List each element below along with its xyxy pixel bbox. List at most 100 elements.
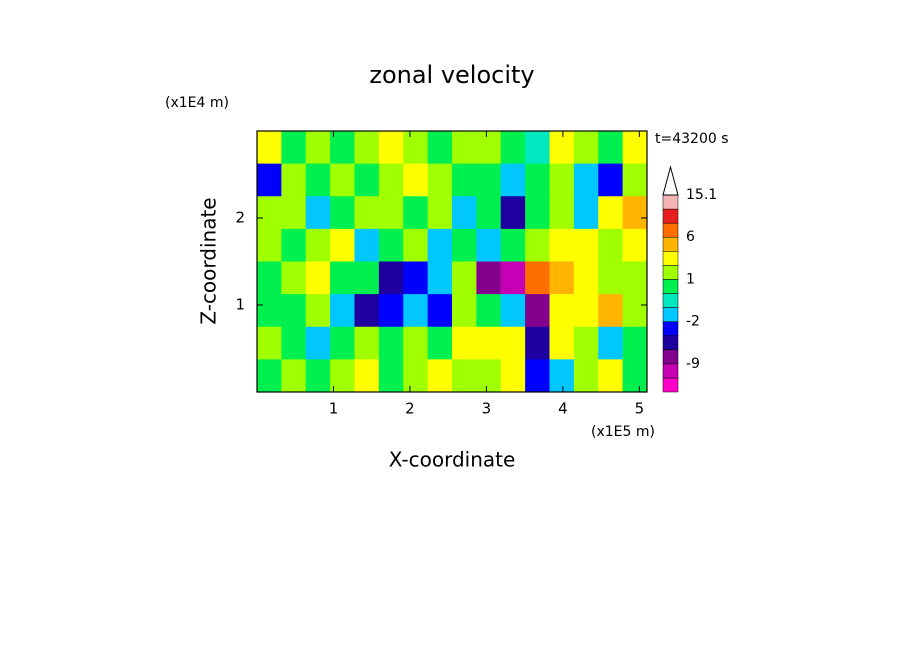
contour-cell bbox=[549, 131, 575, 165]
chart-title: zonal velocity bbox=[369, 61, 534, 89]
colorbar-band bbox=[662, 236, 679, 252]
contour-cell bbox=[476, 326, 502, 360]
contour-cell bbox=[525, 228, 550, 262]
colorbar-tick-label: -2 bbox=[686, 314, 700, 330]
contour-cell bbox=[598, 294, 624, 328]
contour-cell bbox=[330, 228, 355, 262]
contour-cell bbox=[525, 294, 550, 328]
contour-cell bbox=[452, 163, 477, 197]
contour-cell bbox=[403, 163, 429, 197]
colorbar-band bbox=[662, 279, 679, 294]
contour-cell bbox=[281, 228, 307, 262]
colorbar-band bbox=[662, 335, 679, 351]
contour-cell bbox=[281, 359, 307, 393]
contour-cell bbox=[305, 228, 331, 262]
x-tick-label: 1 bbox=[329, 400, 339, 418]
colorbar-band bbox=[662, 363, 679, 379]
y-tick-label: 2 bbox=[235, 209, 245, 227]
contour-cell bbox=[281, 131, 307, 165]
contour-cell bbox=[403, 131, 429, 165]
contour-cell bbox=[330, 359, 355, 393]
colorbar-extension bbox=[662, 165, 679, 196]
contour-cell bbox=[598, 359, 624, 393]
contour-cell bbox=[622, 326, 648, 360]
contour-cell bbox=[573, 163, 599, 197]
contour-cell bbox=[257, 294, 282, 328]
contour-cell bbox=[354, 294, 380, 328]
contour-cell bbox=[549, 196, 575, 230]
contour-cell bbox=[452, 294, 477, 328]
contour-cell bbox=[549, 261, 575, 295]
contour-cell bbox=[330, 131, 355, 165]
contour-cell bbox=[476, 196, 502, 230]
time-label: t=43200 s bbox=[655, 131, 729, 147]
contour-cell bbox=[500, 228, 526, 262]
contour-cell bbox=[257, 131, 282, 165]
contour-cell bbox=[622, 131, 648, 165]
contour-cell bbox=[500, 163, 526, 197]
contour-cell bbox=[427, 261, 453, 295]
contour-cell bbox=[452, 359, 477, 393]
contour-cell bbox=[500, 261, 526, 295]
contour-cell bbox=[622, 261, 648, 295]
contour-cell bbox=[549, 326, 575, 360]
contour-cell bbox=[403, 228, 429, 262]
colorbar-tick-label: 1 bbox=[686, 271, 695, 287]
contour-cell bbox=[525, 131, 550, 165]
contour-cell bbox=[305, 326, 331, 360]
contour-cell bbox=[549, 228, 575, 262]
contour-cell bbox=[378, 261, 404, 295]
contour-cell bbox=[452, 228, 477, 262]
contour-cell bbox=[354, 163, 380, 197]
contour-cell bbox=[427, 359, 453, 393]
contour-cell bbox=[427, 326, 453, 360]
contour-cell bbox=[378, 228, 404, 262]
contour-cell bbox=[305, 196, 331, 230]
contour-cell bbox=[598, 131, 624, 165]
contour-cell bbox=[622, 196, 648, 230]
contour-cell bbox=[354, 196, 380, 230]
x-tick-label: 4 bbox=[558, 400, 568, 418]
contour-field bbox=[257, 131, 648, 393]
contour-cell bbox=[452, 326, 477, 360]
colorbar-band bbox=[662, 208, 679, 224]
contour-cell bbox=[354, 359, 380, 393]
contour-cell bbox=[305, 163, 331, 197]
y-tick-label: 1 bbox=[235, 296, 245, 314]
contour-cell bbox=[281, 196, 307, 230]
colorbar-band bbox=[662, 194, 679, 210]
contour-cell bbox=[354, 228, 380, 262]
contour-cell bbox=[330, 163, 355, 197]
contour-cell bbox=[378, 131, 404, 165]
contour-cell bbox=[525, 196, 550, 230]
contour-cell bbox=[257, 163, 282, 197]
plot-frame bbox=[256, 130, 648, 393]
x-tick-label: 3 bbox=[482, 400, 492, 418]
colorbar-band bbox=[662, 222, 679, 238]
contour-cell bbox=[378, 326, 404, 360]
contour-cell bbox=[378, 294, 404, 328]
contour-cell bbox=[330, 294, 355, 328]
contour-cell bbox=[378, 196, 404, 230]
colorbar-tick-label: 15.1 bbox=[686, 187, 717, 203]
contour-cell bbox=[427, 131, 453, 165]
contour-cell bbox=[476, 131, 502, 165]
contour-cell bbox=[573, 294, 599, 328]
contour-cell bbox=[622, 294, 648, 328]
contour-cell bbox=[427, 196, 453, 230]
contour-cell bbox=[476, 261, 502, 295]
contour-cell bbox=[476, 163, 502, 197]
contour-cell bbox=[573, 196, 599, 230]
contour-cell bbox=[598, 228, 624, 262]
contour-cell bbox=[500, 196, 526, 230]
colorbar-band bbox=[662, 265, 679, 280]
contour-cell bbox=[427, 294, 453, 328]
contour-cell bbox=[305, 359, 331, 393]
colorbar-band bbox=[662, 251, 679, 266]
contour-cell bbox=[476, 359, 502, 393]
contour-cell bbox=[403, 196, 429, 230]
x-axis-label: X-coordinate bbox=[389, 448, 516, 472]
contour-cell bbox=[622, 228, 648, 262]
contour-cell bbox=[622, 163, 648, 197]
